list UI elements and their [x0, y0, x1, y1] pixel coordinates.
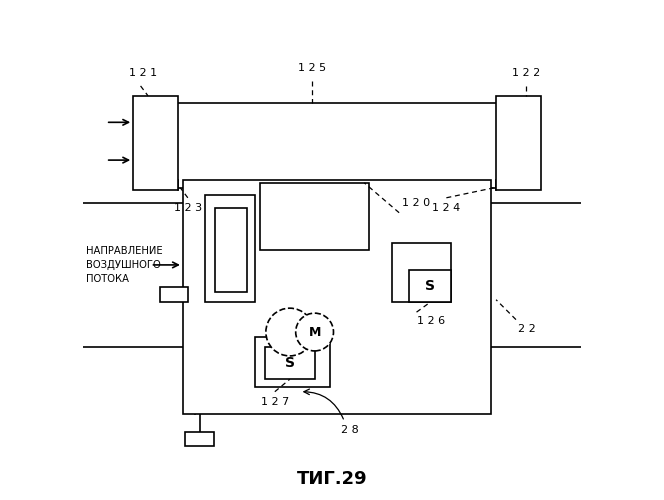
Bar	[496, 96, 541, 190]
Text: 1 2 0: 1 2 0	[402, 198, 430, 207]
Text: S: S	[285, 356, 295, 370]
Bar	[205, 196, 255, 302]
Text: 1 2 3: 1 2 3	[174, 204, 202, 214]
Bar	[133, 96, 178, 190]
Circle shape	[266, 308, 313, 356]
Bar	[185, 432, 214, 446]
Text: НАПРАВЛЕНИЕ
ВОЗДУШНОГО
ПОТОКА: НАПРАВЛЕНИЕ ВОЗДУШНОГО ПОТОКА	[86, 246, 163, 284]
Text: 1 2 5: 1 2 5	[298, 64, 326, 74]
Text: 1 2 4: 1 2 4	[432, 204, 461, 214]
Text: S: S	[425, 279, 435, 293]
Text: ΤИГ.29: ΤИГ.29	[297, 470, 367, 488]
Bar	[392, 242, 452, 302]
Bar	[260, 183, 369, 250]
Text: 2 8: 2 8	[341, 425, 359, 435]
Bar	[215, 208, 248, 292]
Bar	[183, 180, 491, 414]
Bar	[255, 337, 329, 386]
Text: 1 2 6: 1 2 6	[416, 316, 445, 326]
Bar	[265, 347, 315, 380]
Text: M: M	[308, 326, 321, 338]
Bar	[161, 288, 188, 302]
Bar	[409, 270, 452, 302]
Text: 2 2: 2 2	[519, 324, 537, 334]
Circle shape	[295, 313, 333, 351]
Text: 1 2 1: 1 2 1	[129, 68, 157, 78]
Text: 1 2 7: 1 2 7	[261, 397, 289, 407]
Text: 1 2 2: 1 2 2	[512, 68, 540, 78]
